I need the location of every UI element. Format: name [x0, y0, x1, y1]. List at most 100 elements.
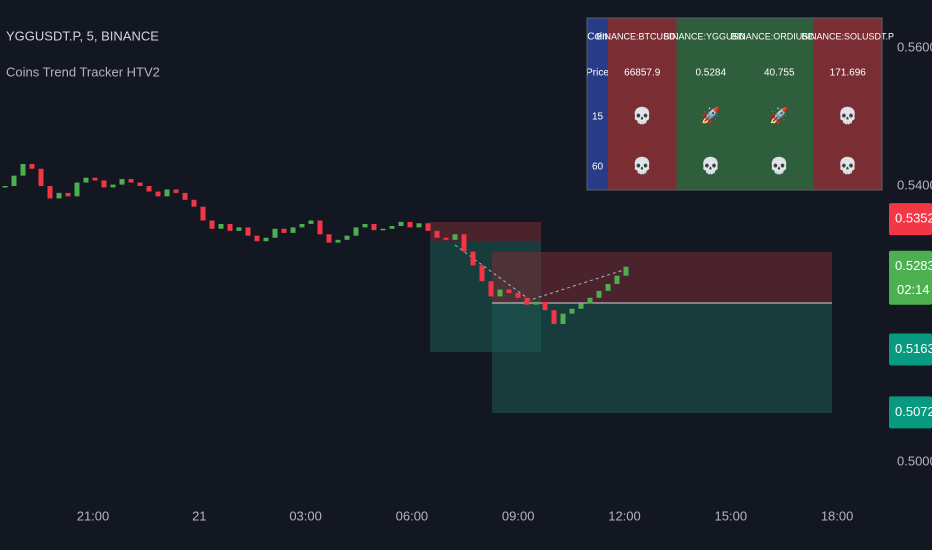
candle [2, 186, 8, 188]
time-tick-label: 15:00 [715, 508, 748, 523]
candle [191, 199, 197, 207]
table-border [586, 17, 883, 191]
candle [20, 163, 26, 176]
table-cell: BINANCE:ORDIUSDT.P [731, 31, 828, 41]
candle [56, 192, 62, 199]
candle [236, 227, 242, 231]
indicator-title: Coins Trend Tracker HTV2 [6, 64, 160, 79]
candle [587, 297, 593, 304]
candle [245, 227, 251, 236]
symbol-title: YGGUSDT.P, 5, BINANCE [6, 28, 159, 43]
trend-icon: 💀 [701, 156, 721, 175]
candle [443, 237, 449, 240]
candle [407, 221, 413, 228]
candle [614, 275, 620, 284]
time-tick-label: 03:00 [289, 508, 322, 523]
candle [569, 308, 575, 314]
price-badge [889, 203, 932, 236]
candle [155, 191, 161, 197]
candle [371, 223, 377, 231]
trend-icon: 🚀 [701, 106, 721, 125]
candle [263, 237, 269, 242]
table-cell: BINANCE:SOLUSDT.P [801, 31, 894, 41]
price-badge-label: 0.5072 [895, 404, 932, 419]
candle [101, 180, 107, 188]
candle [497, 289, 503, 297]
time-tick-label: 12:00 [608, 508, 641, 523]
candle [425, 223, 431, 231]
price-badge [889, 396, 932, 429]
table-cell: 171.696 [830, 68, 867, 79]
candle [182, 192, 188, 200]
candle [83, 177, 89, 183]
candle [317, 220, 323, 235]
candle [488, 281, 494, 297]
price-badge-label: 0.5283 [895, 258, 932, 273]
candle [533, 301, 539, 305]
candle [506, 289, 512, 293]
candle [146, 186, 152, 192]
table-cell: BINANCE:YGGUSDT.P [663, 31, 758, 41]
table-cell: 66857.9 [624, 68, 661, 79]
candle [524, 297, 530, 305]
candle [326, 234, 332, 243]
candle [470, 251, 476, 266]
candle [11, 175, 17, 186]
price-badge [889, 250, 932, 305]
candle [551, 310, 557, 324]
time-tick-label: 21 [192, 508, 206, 523]
candle [416, 223, 422, 228]
candle [74, 182, 80, 197]
candle [452, 234, 458, 240]
candle [623, 266, 629, 276]
table-label-column [587, 18, 608, 190]
candle [389, 226, 395, 229]
candle [47, 186, 53, 199]
candle [308, 220, 314, 224]
candle [128, 179, 134, 183]
candle [299, 223, 305, 228]
table-cell: BINANCE:BTCUSDT.P [596, 31, 689, 41]
trend-icon: 💀 [838, 106, 858, 125]
candle [164, 189, 170, 197]
candle [596, 290, 602, 298]
candle [92, 177, 98, 181]
table-column [676, 18, 745, 190]
candle [479, 265, 485, 282]
candle [209, 220, 215, 229]
candle [362, 223, 368, 228]
row-label: Price [586, 68, 609, 79]
candle [461, 234, 467, 252]
stop-zone [492, 252, 832, 303]
candle [515, 292, 521, 298]
time-tick-label: 18:00 [821, 508, 854, 523]
candle [38, 168, 44, 186]
table-column [608, 18, 677, 190]
candle [542, 301, 548, 311]
candle [29, 163, 35, 169]
candle [137, 182, 143, 186]
time-tick-label: 21:00 [77, 508, 110, 523]
projection-line [454, 244, 631, 301]
time-tick-label: 09:00 [502, 508, 535, 523]
candle [173, 189, 179, 193]
candle [227, 223, 233, 231]
table-column [745, 18, 814, 190]
candle [65, 192, 71, 197]
candle [578, 303, 584, 309]
candle [281, 228, 287, 233]
row-label: 15 [592, 112, 604, 123]
candle [272, 228, 278, 238]
table-column [813, 18, 882, 190]
trend-icon: 💀 [632, 106, 652, 125]
time-tick-label: 06:00 [396, 508, 429, 523]
candle [353, 227, 359, 236]
candle [434, 230, 440, 238]
table-cell: 40.755 [764, 68, 795, 79]
trend-icon: 💀 [632, 156, 652, 175]
candle [398, 221, 404, 227]
stop-zone [430, 222, 541, 242]
